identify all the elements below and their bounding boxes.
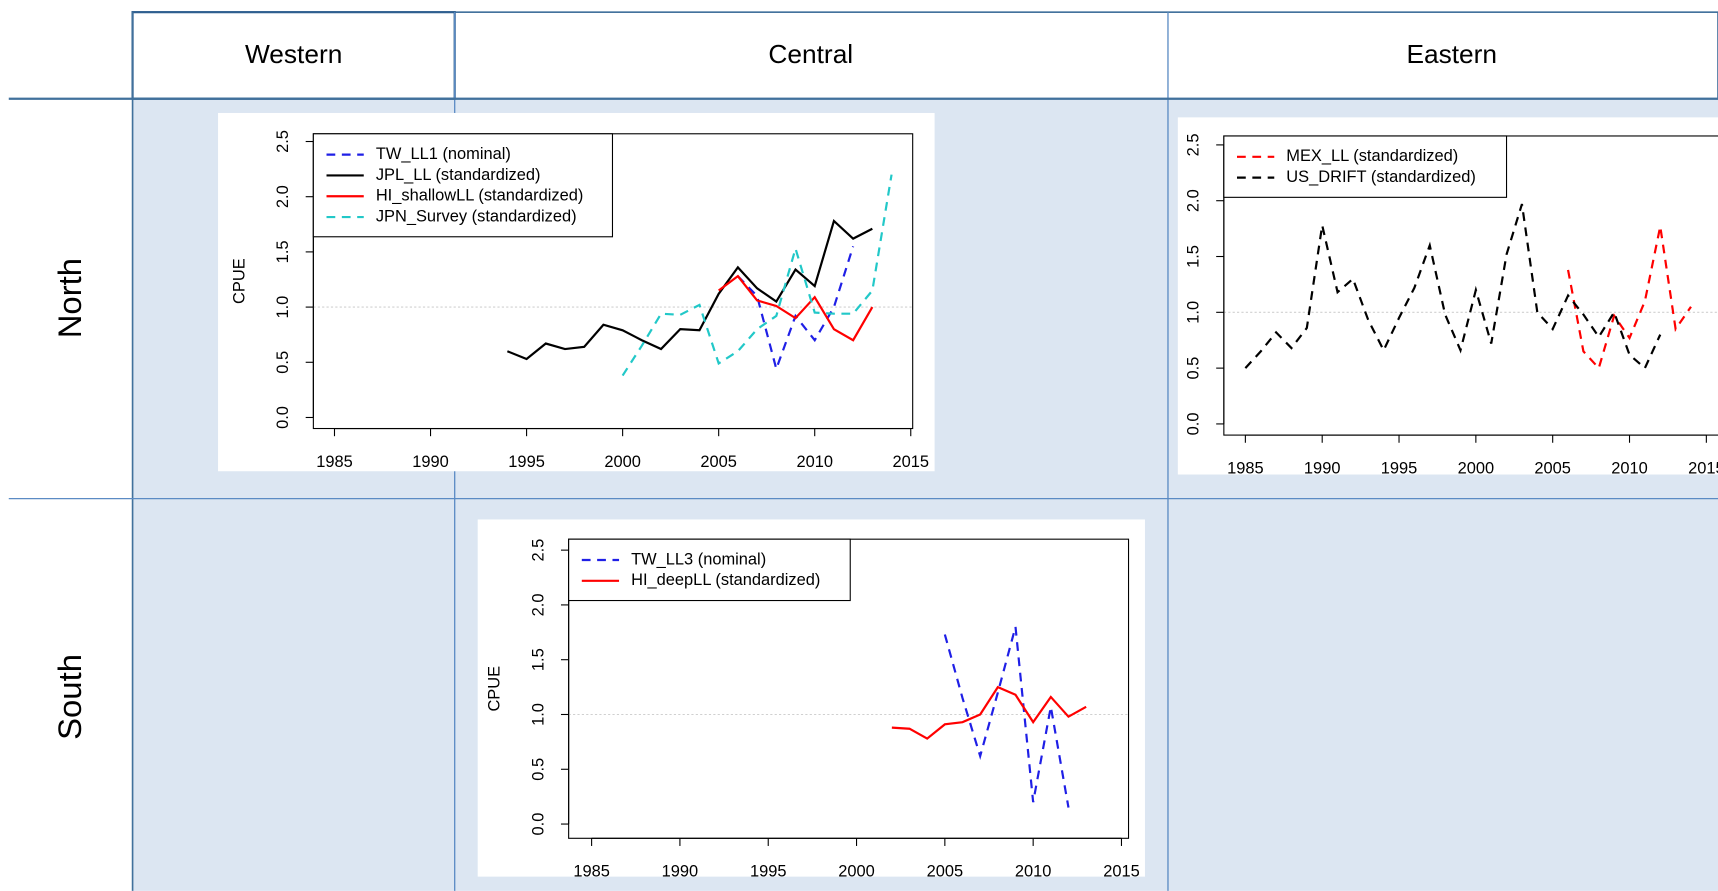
row-header: North xyxy=(51,258,88,338)
y-tick-label: 2.5 xyxy=(274,130,292,153)
series-line xyxy=(1566,226,1692,371)
x-tick-label: 1995 xyxy=(508,453,545,471)
legend-label: HI_deepLL (standardized) xyxy=(631,571,820,589)
x-tick-label: 2005 xyxy=(927,863,964,881)
y-axis-label: CPUE xyxy=(486,666,504,712)
legend-box xyxy=(568,538,851,602)
series-line xyxy=(891,685,1087,740)
x-tick-label: 1985 xyxy=(1227,459,1264,477)
x-tick-label: 1990 xyxy=(662,863,699,881)
y-tick-label: 2.0 xyxy=(274,185,292,208)
y-tick-label: 0.5 xyxy=(1185,357,1203,380)
row-header: South xyxy=(51,654,88,740)
y-tick-label: 1.5 xyxy=(274,240,292,263)
x-tick-label: 2015 xyxy=(1688,459,1718,477)
column-header: Eastern xyxy=(1406,39,1497,69)
x-tick-label: 1990 xyxy=(1304,459,1341,477)
y-tick-label: 1.5 xyxy=(529,648,547,671)
y-tick-label: 1.0 xyxy=(529,703,547,726)
chart: 0.0 0.5 1.0 1.5 2.0 2.5 1985 1990 1995 2000 2005 20… xyxy=(477,519,1145,881)
legend-label: MEX_LL (standardized) xyxy=(1286,147,1458,165)
chart: 0.0 0.5 1.0 1.5 2.0 2.5 1985 1990 1995 2000 2005 20… xyxy=(1177,117,1718,477)
y-tick-label: 0.0 xyxy=(274,406,292,429)
x-tick-label: 1985 xyxy=(573,863,610,881)
series-line xyxy=(621,174,893,377)
x-tick-label: 2000 xyxy=(604,453,641,471)
y-tick-label: 1.0 xyxy=(1185,301,1203,324)
y-tick-label: 2.0 xyxy=(1185,189,1203,212)
legend-label: TW_LL3 (nominal) xyxy=(631,550,766,568)
column-header: Central xyxy=(768,39,853,69)
legend-box xyxy=(312,133,614,238)
chart: 0.0 0.5 1.0 1.5 2.0 2.5 1985 1990 1995 2000 2005 20… xyxy=(218,112,935,472)
legend-box xyxy=(1223,135,1508,198)
legend-label: HI_shallowLL (standardized) xyxy=(376,187,584,205)
x-tick-label: 2005 xyxy=(1534,459,1571,477)
y-tick-label: 0.5 xyxy=(274,351,292,374)
series-line xyxy=(737,246,855,373)
x-tick-label: 1990 xyxy=(412,453,449,471)
x-tick-label: 2000 xyxy=(1458,459,1495,477)
x-tick-label: 2010 xyxy=(796,453,833,471)
y-tick-label: 2.5 xyxy=(529,539,547,562)
legend-label: JPN_Survey (standardized) xyxy=(376,207,577,225)
x-tick-label: 1985 xyxy=(316,453,353,471)
y-tick-label: 1.0 xyxy=(274,296,292,319)
legend-label: TW_LL1 (nominal) xyxy=(376,145,511,163)
legend-label: JPL_LL (standardized) xyxy=(376,166,541,184)
x-tick-label: 2010 xyxy=(1015,863,1052,881)
y-tick-label: 2.0 xyxy=(529,593,547,616)
x-tick-label: 2015 xyxy=(1103,863,1140,881)
series-line xyxy=(506,218,873,361)
y-tick-label: 2.5 xyxy=(1185,133,1203,156)
header-row xyxy=(131,11,1718,100)
y-tick-label: 0.5 xyxy=(529,758,547,781)
series-line xyxy=(1244,203,1662,370)
y-tick-label: 1.5 xyxy=(1185,245,1203,268)
y-tick-label: 0.0 xyxy=(529,813,547,836)
x-tick-label: 2005 xyxy=(700,453,737,471)
column-header: Western xyxy=(245,39,342,69)
x-tick-label: 2000 xyxy=(838,863,875,881)
y-axis-label: CPUE xyxy=(230,258,248,304)
y-tick-label: 0.0 xyxy=(1185,413,1203,436)
x-tick-label: 2015 xyxy=(892,453,929,471)
legend-label: US_DRIFT (standardized) xyxy=(1286,168,1476,186)
series-line xyxy=(718,274,874,342)
x-tick-label: 1995 xyxy=(1381,459,1418,477)
x-tick-label: 2010 xyxy=(1611,459,1648,477)
x-tick-label: 1995 xyxy=(750,863,787,881)
